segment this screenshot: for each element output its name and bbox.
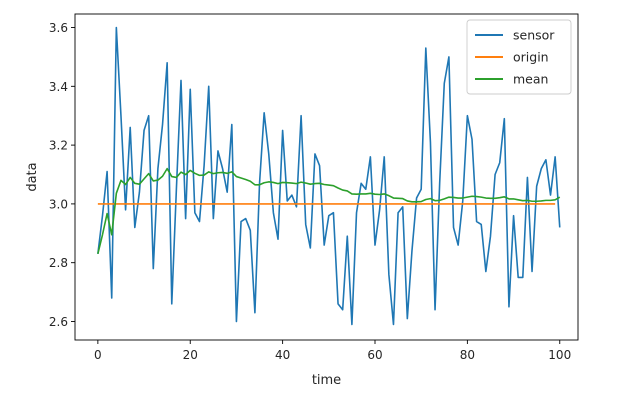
y-tick-label: 2.6 [49,315,68,329]
series-line-mean [97,167,561,255]
series-line-sensor [97,26,561,326]
y-axis-title: data [25,162,40,191]
x-tick-label: 0 [94,348,102,362]
x-tick-label: 60 [367,348,382,362]
x-tick-label: 100 [548,348,571,362]
y-tick-label: 2.8 [49,256,68,270]
y-axis: 2.6 2.8 3.0 3.2 3.4 3.6 [49,21,75,329]
x-axis-title: time [312,373,341,388]
legend-label-origin: origin [513,50,549,65]
legend-box [466,19,572,95]
plot-frame [74,13,579,341]
plot-lines [97,26,561,326]
x-tick-label: 80 [460,348,475,362]
x-tick-label: 40 [275,348,290,362]
legend-label-sensor: sensor [513,28,555,43]
legend: sensor origin mean [466,19,572,95]
x-tick-label: 20 [183,348,198,362]
y-tick-label: 3.6 [49,21,68,35]
y-tick-label: 3.4 [49,80,68,94]
x-axis: 0 20 40 60 80 100 [94,340,571,362]
legend-label-mean: mean [513,72,548,87]
y-tick-label: 3.0 [49,197,68,211]
y-tick-label: 3.2 [49,139,68,153]
